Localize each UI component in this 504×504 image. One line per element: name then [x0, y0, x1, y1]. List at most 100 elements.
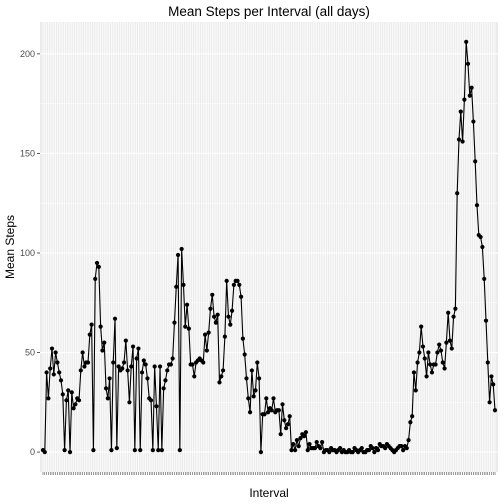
data-point: [85, 360, 91, 365]
data-point: [154, 404, 159, 409]
data-point: [258, 449, 263, 455]
data-point: [80, 350, 85, 355]
data-point: [181, 282, 186, 287]
data-point: [415, 360, 420, 365]
data-point: [235, 278, 240, 283]
data-point: [242, 352, 247, 357]
data-point: [237, 282, 242, 287]
y-tick-label: 100: [20, 248, 35, 258]
data-point: [168, 362, 173, 367]
data-point: [451, 314, 456, 319]
data-point: [401, 448, 406, 453]
data-point: [294, 438, 300, 443]
data-point: [174, 284, 179, 289]
data-point: [491, 382, 496, 387]
data-point: [471, 119, 476, 124]
data-point: [338, 446, 343, 451]
data-point: [132, 448, 137, 453]
data-point: [159, 448, 164, 453]
data-point: [293, 448, 298, 453]
data-point: [211, 314, 217, 319]
data-point: [139, 370, 145, 375]
data-point: [284, 426, 289, 431]
data-point: [262, 412, 267, 417]
data-point: [112, 316, 118, 321]
data-point: [285, 422, 291, 427]
data-point: [411, 370, 417, 375]
data-point: [130, 344, 136, 349]
data-point: [204, 348, 209, 353]
data-point: [208, 306, 213, 311]
data-point: [255, 360, 260, 365]
data-point: [69, 390, 74, 395]
plot-panel: [40, 22, 498, 472]
data-point: [78, 368, 83, 373]
data-point: [305, 448, 310, 453]
data-point: [249, 368, 254, 373]
data-point: [172, 320, 177, 325]
data-point: [320, 440, 325, 445]
data-point: [161, 386, 166, 391]
data-point: [170, 356, 175, 361]
data-point: [474, 203, 480, 208]
data-point: [240, 336, 245, 341]
data-point: [71, 406, 76, 411]
data-point: [73, 402, 78, 407]
data-point: [408, 420, 413, 425]
data-point: [116, 364, 121, 369]
data-point: [58, 378, 64, 383]
data-point: [134, 356, 139, 361]
data-point: [213, 320, 218, 325]
data-point: [186, 326, 191, 331]
y-axis-ticks: 0 50 100 150 200: [20, 49, 40, 457]
data-point: [76, 398, 82, 403]
data-point: [145, 376, 150, 381]
data-point: [287, 414, 292, 419]
data-point: [264, 396, 269, 401]
data-point: [460, 139, 465, 144]
data-point: [404, 446, 409, 451]
data-point: [483, 318, 489, 323]
data-point: [444, 340, 449, 345]
data-point: [266, 410, 271, 415]
data-point: [375, 448, 381, 453]
data-point: [220, 368, 226, 373]
data-point: [125, 368, 130, 373]
data-point: [42, 449, 47, 455]
data-point: [359, 446, 364, 451]
data-point: [278, 432, 283, 437]
data-point: [276, 408, 281, 413]
data-point: [312, 446, 318, 451]
y-tick-label: 150: [20, 148, 35, 158]
data-point: [62, 448, 67, 453]
data-point: [480, 244, 485, 250]
data-point: [296, 444, 301, 449]
data-point: [406, 438, 411, 443]
data-point: [127, 400, 132, 405]
data-point: [456, 137, 462, 142]
data-point: [469, 85, 474, 90]
data-point: [455, 191, 460, 196]
data-point: [467, 93, 472, 98]
data-point: [435, 350, 440, 355]
data-point: [424, 374, 429, 379]
data-point: [157, 364, 163, 369]
data-point: [129, 364, 134, 369]
data-point: [289, 448, 294, 453]
data-point: [383, 446, 388, 451]
data-point: [372, 449, 377, 455]
data-point: [458, 109, 463, 114]
y-tick-label: 200: [20, 49, 35, 59]
data-point: [150, 448, 155, 453]
data-point: [60, 392, 65, 397]
data-point: [215, 312, 220, 317]
y-axis-title: Mean Steps: [3, 215, 17, 279]
data-point: [123, 338, 128, 343]
data-point: [57, 370, 62, 375]
data-point: [399, 444, 404, 449]
data-point: [98, 324, 103, 329]
y-tick-label: 0: [30, 447, 35, 457]
data-point: [120, 366, 125, 371]
data-point: [53, 350, 58, 355]
data-point: [44, 370, 49, 375]
